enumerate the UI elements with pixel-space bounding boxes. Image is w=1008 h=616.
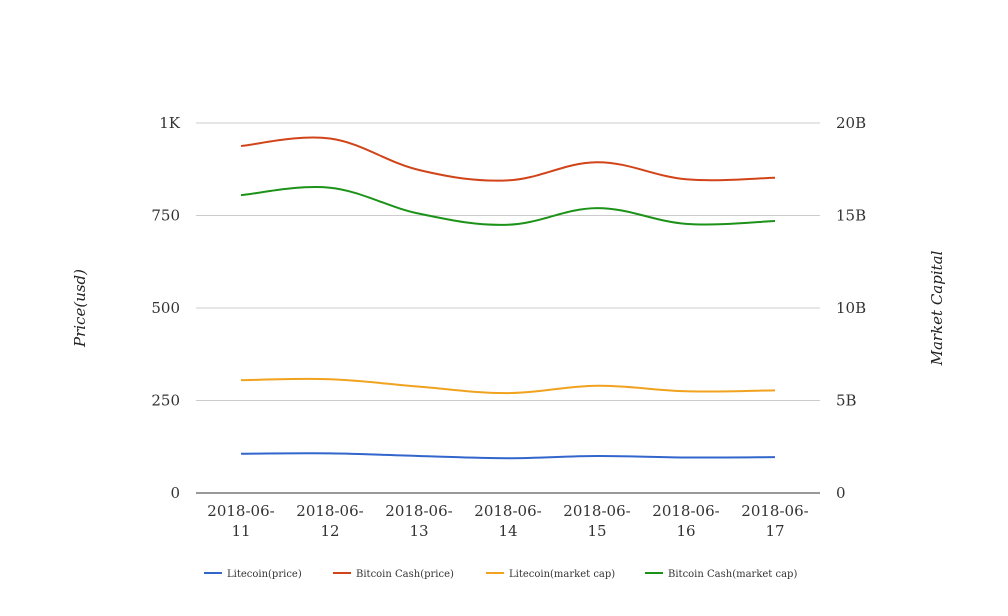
x-tick-label: 2018-06-17 <box>741 502 808 540</box>
y-left-tick-label: 750 <box>151 207 180 225</box>
y-right-tick-label: 15B <box>836 207 866 225</box>
x-tick-label: 2018-06-16 <box>652 502 719 540</box>
y-right-tick-label: 10B <box>836 299 866 317</box>
y-left-tick-label: 500 <box>151 299 180 317</box>
series-line-litecoin-price[interactable] <box>240 452 776 460</box>
x-tick-label: 2018-06-13 <box>385 502 452 540</box>
legend-label: Bitcoin Cash(market cap) <box>668 569 797 580</box>
y-axis-right-title: Market Capital <box>928 250 946 366</box>
axes: 0 250 500 750 1K 0 5B 10B 15B 20B 2018-06-11 2018-0… <box>151 114 866 540</box>
y-right-tick-label: 20B <box>836 114 866 132</box>
x-tick-label: 2018-06-14 <box>474 502 541 540</box>
legend-label: Bitcoin Cash(price) <box>356 569 454 580</box>
y-left-tick-label: 250 <box>151 392 180 410</box>
y-right-tick-label: 5B <box>836 392 857 410</box>
y-left-tick-label: 0 <box>170 484 180 502</box>
x-tick-label: 2018-06-12 <box>296 502 363 540</box>
series-line-litecoin-market-cap[interactable] <box>240 377 776 395</box>
legend-label: Litecoin(market cap) <box>509 569 615 580</box>
legend-item-litecoin-price[interactable]: Litecoin(price) <box>204 569 302 580</box>
legend[interactable]: Litecoin(price) Bitcoin Cash(price) Liteco… <box>204 569 797 580</box>
x-tick-label: 2018-06-15 <box>563 502 630 540</box>
x-tick-label: 2018-06-11 <box>207 502 274 540</box>
series-line-bitcoin-cash-price[interactable] <box>240 136 776 182</box>
y-left-tick-label: 1K <box>159 114 181 132</box>
legend-label: Litecoin(price) <box>227 569 302 580</box>
y-right-tick-label: 0 <box>836 484 846 502</box>
legend-item-bitcoin-cash-market-cap[interactable]: Bitcoin Cash(market cap) <box>645 569 797 580</box>
series-line-bitcoin-cash-market-cap[interactable] <box>240 186 776 226</box>
series-lines <box>240 136 776 460</box>
legend-item-litecoin-market-cap[interactable]: Litecoin(market cap) <box>486 569 615 580</box>
gridlines <box>196 122 820 401</box>
legend-item-bitcoin-cash-price[interactable]: Bitcoin Cash(price) <box>333 569 454 580</box>
y-axis-left-title: Price(usd) <box>71 269 89 348</box>
